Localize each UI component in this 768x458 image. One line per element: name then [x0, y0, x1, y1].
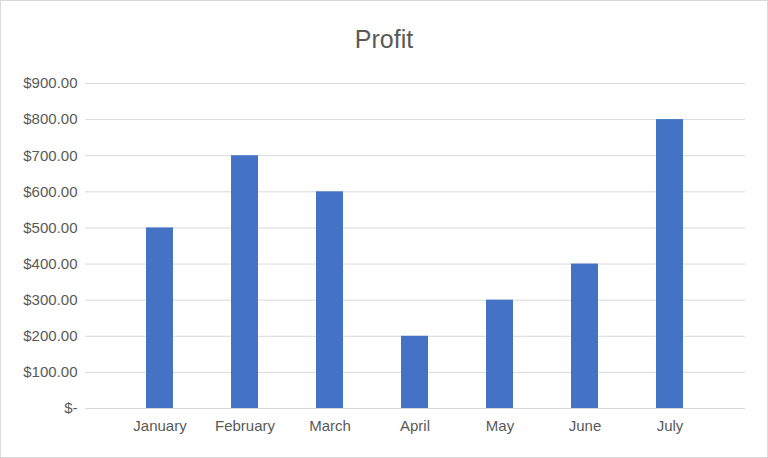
svg-text:July: July — [657, 417, 684, 434]
svg-text:April: April — [400, 417, 430, 434]
svg-text:$500.00: $500.00 — [23, 219, 77, 236]
svg-text:May: May — [486, 417, 515, 434]
svg-text:$100.00: $100.00 — [23, 363, 77, 380]
svg-text:January: January — [133, 417, 187, 434]
svg-text:$-: $- — [64, 399, 77, 416]
svg-text:$400.00: $400.00 — [23, 255, 77, 272]
svg-text:$700.00: $700.00 — [23, 147, 77, 164]
svg-text:$900.00: $900.00 — [23, 74, 77, 91]
svg-text:$600.00: $600.00 — [23, 183, 77, 200]
svg-text:June: June — [569, 417, 602, 434]
svg-text:February: February — [215, 417, 276, 434]
html-text:Profit: Profit — [354, 25, 414, 53]
svg-text:$200.00: $200.00 — [23, 327, 77, 344]
svg-text:$800.00: $800.00 — [23, 110, 77, 127]
svg-text:March: March — [309, 417, 351, 434]
svg-text:$300.00: $300.00 — [23, 291, 77, 308]
